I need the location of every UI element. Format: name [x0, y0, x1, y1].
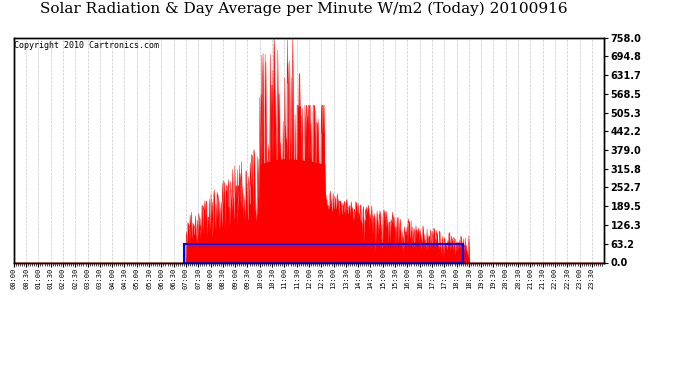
- Bar: [184, 244, 463, 262]
- Text: Solar Radiation & Day Average per Minute W/m2 (Today) 20100916: Solar Radiation & Day Average per Minute…: [40, 2, 567, 16]
- Text: Copyright 2010 Cartronics.com: Copyright 2010 Cartronics.com: [14, 41, 159, 50]
